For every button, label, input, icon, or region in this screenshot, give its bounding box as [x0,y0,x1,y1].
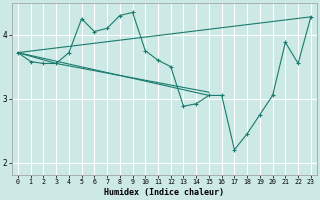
X-axis label: Humidex (Indice chaleur): Humidex (Indice chaleur) [104,188,224,197]
